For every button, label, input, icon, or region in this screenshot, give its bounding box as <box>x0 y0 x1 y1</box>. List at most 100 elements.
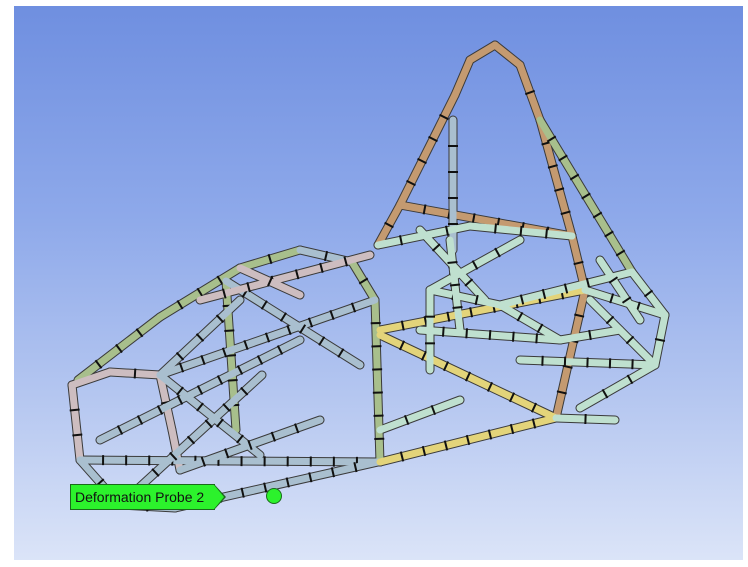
mesh-division-tick <box>563 283 569 294</box>
mesh-division-tick <box>488 329 492 341</box>
mesh-division-tick <box>204 419 213 429</box>
mesh-division-tick <box>574 313 585 318</box>
mesh-division-tick <box>541 288 547 300</box>
mesh-division-tick <box>222 288 227 299</box>
frame-tube <box>596 256 644 324</box>
mesh-division-tick <box>615 249 626 257</box>
mesh-division-tick <box>227 379 238 382</box>
mesh-division-tick <box>585 277 591 289</box>
frame-tube <box>586 296 654 364</box>
mesh-division-tick <box>605 315 615 325</box>
mesh-division-tick <box>240 386 249 396</box>
mesh-division-tick <box>465 328 469 339</box>
mesh-division-tick <box>445 225 449 236</box>
mesh-division-tick <box>494 247 501 258</box>
frame-tube <box>68 381 84 464</box>
mesh-division-tick <box>430 404 437 416</box>
mesh-division-tick <box>276 345 284 355</box>
mesh-division-tick <box>267 276 273 287</box>
mesh-division-tick <box>511 331 515 342</box>
mesh-division-tick <box>625 335 635 345</box>
mesh-division-tick <box>592 211 603 219</box>
mesh-division-tick <box>330 467 335 478</box>
mesh-division-tick <box>464 278 474 287</box>
frame-tube <box>552 286 589 422</box>
mesh-division-tick <box>135 328 144 338</box>
frame-tube <box>426 286 504 309</box>
frame-tube <box>76 456 384 466</box>
mesh-division-tick <box>560 210 571 216</box>
mesh-division-tick <box>200 456 206 467</box>
mesh-division-tick <box>519 294 525 305</box>
mesh-division-tick <box>545 228 548 239</box>
mesh-division-tick <box>509 423 515 435</box>
mesh-division-tick <box>221 347 228 358</box>
mesh-division-tick <box>294 269 300 280</box>
mesh-division-tick <box>604 230 614 238</box>
frame-tube <box>376 286 589 334</box>
frame-tube <box>68 368 114 389</box>
mesh-division-tick <box>240 487 245 498</box>
mesh-division-tick <box>286 324 292 336</box>
mesh-division-tick <box>399 451 405 462</box>
frame-tube <box>491 41 524 69</box>
mesh-division-tick <box>136 415 144 425</box>
mesh-division-tick <box>243 339 249 351</box>
mesh-division-tick <box>169 451 178 461</box>
mesh-division-tick <box>176 299 184 310</box>
mesh-division-tick <box>471 213 476 224</box>
mesh-division-tick <box>420 350 428 361</box>
mesh-division-tick <box>337 348 345 358</box>
mesh-division-tick <box>308 472 313 483</box>
mesh-division-tick <box>270 431 276 442</box>
mesh-division-tick <box>441 326 445 337</box>
mesh-division-tick <box>196 385 204 395</box>
mesh-division-tick <box>609 293 615 304</box>
mesh-division-tick <box>399 235 403 246</box>
mesh-division-tick <box>225 354 237 357</box>
mesh-division-tick <box>471 260 479 270</box>
frame-tube <box>396 91 459 209</box>
mesh-division-tick <box>267 253 273 265</box>
mesh-division-tick <box>196 402 204 412</box>
mesh-division-tick <box>558 154 568 162</box>
mesh-division-tick <box>69 408 80 412</box>
frame-tube <box>496 301 564 344</box>
mesh-division-tick <box>464 371 472 382</box>
mesh-division-tick <box>224 329 235 332</box>
mesh-division-tick <box>465 434 471 446</box>
frame-tube <box>576 361 659 412</box>
mesh-division-tick <box>222 403 231 412</box>
mesh-division-tick <box>299 324 307 334</box>
mesh-division-tick <box>175 351 185 361</box>
mesh-division-tick <box>508 392 516 403</box>
probe-marker-icon[interactable] <box>266 488 282 504</box>
mesh-division-tick <box>469 307 474 318</box>
mesh-division-tick <box>263 482 268 493</box>
mesh-division-tick <box>318 336 326 346</box>
mesh-division-tick <box>431 243 441 252</box>
mesh-division-tick <box>319 262 324 273</box>
mesh-division-tick <box>452 305 463 310</box>
mesh-division-tick <box>116 425 124 435</box>
mesh-division-tick <box>546 135 557 143</box>
mesh-division-tick <box>519 225 523 237</box>
mesh-division-tick <box>350 302 357 313</box>
mesh-division-tick <box>621 296 632 304</box>
frame-tube <box>536 116 576 240</box>
mesh-division-tick <box>133 368 137 379</box>
mesh-division-tick <box>494 223 497 234</box>
frame-tube <box>156 371 264 459</box>
mesh-division-tick <box>421 445 427 457</box>
mesh-division-tick <box>353 462 358 473</box>
mesh-division-tick <box>516 311 524 322</box>
mesh-division-tick <box>443 440 449 451</box>
deformation-probe-label[interactable]: Deformation Probe 2 <box>70 484 227 510</box>
graphics-viewport[interactable]: Deformation Probe 2 <box>14 6 743 560</box>
mesh-division-tick <box>581 192 591 200</box>
mesh-division-tick <box>176 386 184 396</box>
mesh-division-tick <box>423 316 428 327</box>
roll-cage-frame-model[interactable] <box>14 6 743 560</box>
mesh-division-tick <box>178 362 185 373</box>
mesh-division-tick <box>294 423 300 434</box>
